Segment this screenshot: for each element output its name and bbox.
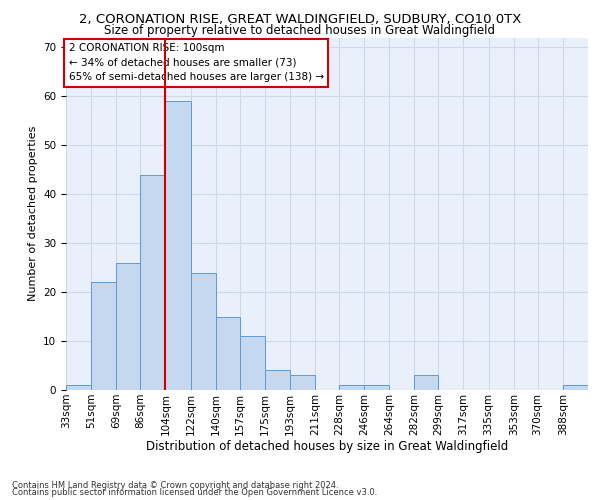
Text: 2, CORONATION RISE, GREAT WALDINGFIELD, SUDBURY, CO10 0TX: 2, CORONATION RISE, GREAT WALDINGFIELD, … <box>79 12 521 26</box>
Bar <box>91 282 116 390</box>
X-axis label: Distribution of detached houses by size in Great Waldingfield: Distribution of detached houses by size … <box>146 440 508 454</box>
Bar <box>364 385 389 390</box>
Bar <box>290 376 315 390</box>
Bar <box>265 370 290 390</box>
Text: Contains HM Land Registry data © Crown copyright and database right 2024.: Contains HM Land Registry data © Crown c… <box>12 480 338 490</box>
Bar <box>166 101 191 390</box>
Bar <box>415 376 438 390</box>
Text: Contains public sector information licensed under the Open Government Licence v3: Contains public sector information licen… <box>12 488 377 497</box>
Bar <box>140 174 166 390</box>
Bar <box>339 385 364 390</box>
Bar <box>239 336 265 390</box>
Bar <box>116 262 140 390</box>
Bar <box>216 316 239 390</box>
Text: Size of property relative to detached houses in Great Waldingfield: Size of property relative to detached ho… <box>104 24 496 37</box>
Bar <box>191 272 216 390</box>
Bar <box>563 385 588 390</box>
Bar <box>66 385 91 390</box>
Y-axis label: Number of detached properties: Number of detached properties <box>28 126 38 302</box>
Text: 2 CORONATION RISE: 100sqm
← 34% of detached houses are smaller (73)
65% of semi-: 2 CORONATION RISE: 100sqm ← 34% of detac… <box>68 43 324 82</box>
